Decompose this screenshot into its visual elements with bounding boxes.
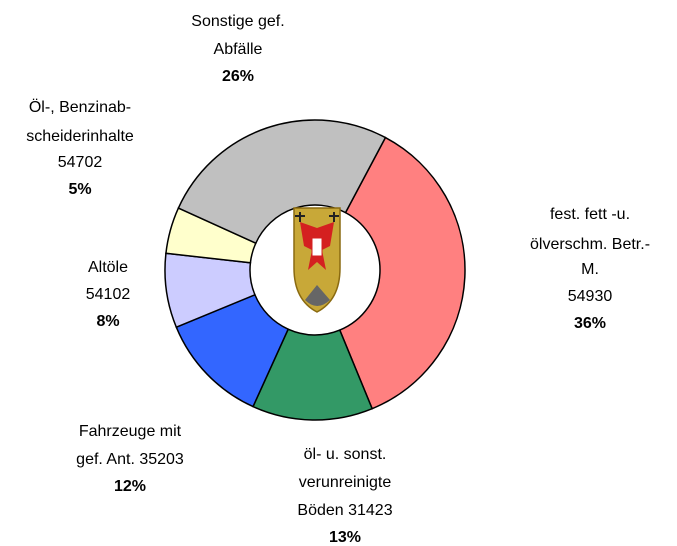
value-label: 13% [329,529,361,546]
slice-label: Sonstige gef. [191,13,284,30]
slice-label: öl- u. sonst. [304,446,387,463]
slice-label: ölverschm. Betr.- [530,236,650,253]
coat-of-arms [293,207,341,313]
slice [177,119,387,245]
slice [338,136,466,410]
value-label: 5% [68,181,91,198]
slice-label: 54930 [568,288,613,305]
slice [252,328,374,421]
slices [164,119,466,421]
slice-label: M. [581,261,599,278]
slice-label: Abfälle [214,41,263,58]
slice-label: Altöle [88,259,128,276]
slice-label: 54702 [58,154,103,171]
slice-label: Fahrzeuge mit [79,423,182,440]
value-label: 8% [96,313,119,330]
slice-label: verunreinigte [299,474,392,491]
slice-label: Öl-, Benzinab- [29,98,131,116]
value-label: 26% [222,68,254,85]
value-label: 12% [114,478,146,495]
slice-label: scheiderinhalte [26,128,134,145]
slice-label: 54102 [86,286,131,303]
slice-label: Böden 31423 [297,502,392,519]
slice-label: fest. fett -u. [550,206,630,223]
value-label: 36% [574,315,606,332]
slice-label: gef. Ant. 35203 [76,451,184,468]
